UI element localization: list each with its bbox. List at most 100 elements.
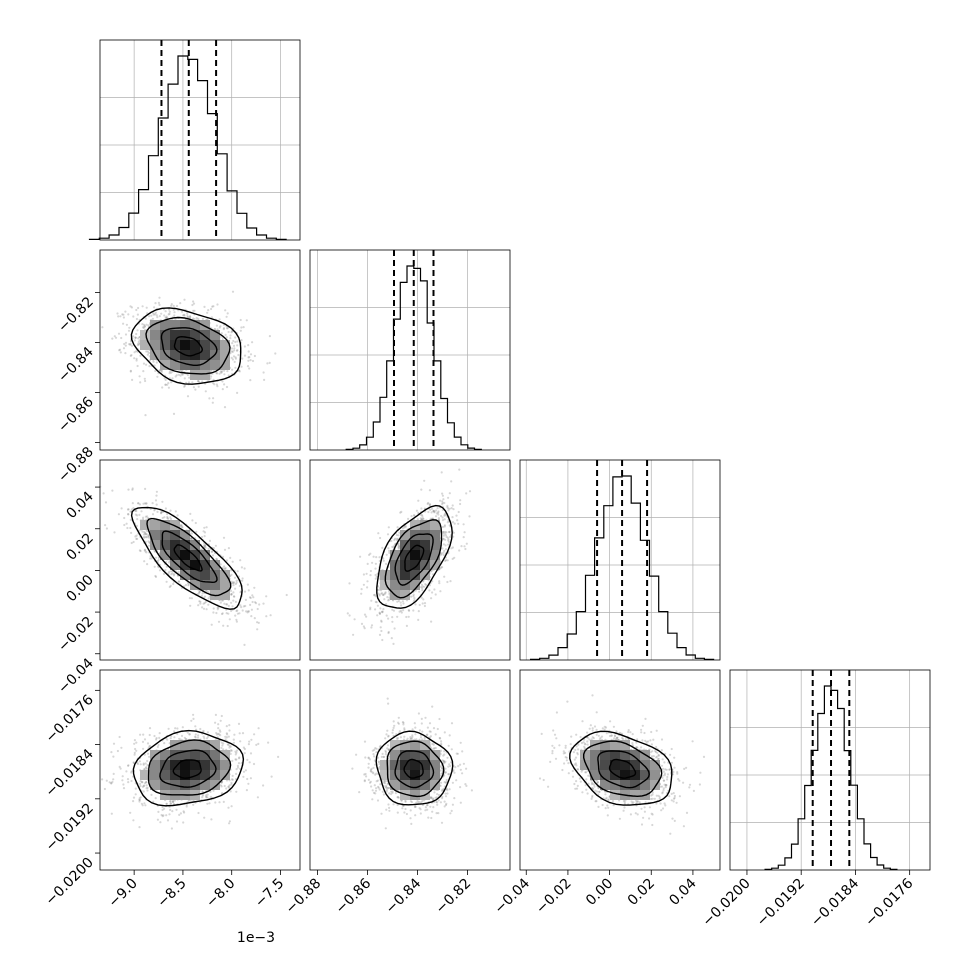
scatter-point xyxy=(145,306,148,309)
scatter-point xyxy=(112,772,115,776)
scatter-point xyxy=(134,336,137,339)
scatter-point xyxy=(176,727,179,730)
scatter-point xyxy=(450,480,453,483)
scatter-point xyxy=(200,535,204,539)
scatter-point xyxy=(388,549,391,553)
scatter-point xyxy=(247,610,251,613)
scatter-point xyxy=(112,755,115,758)
scatter-point xyxy=(190,532,193,535)
scatter-point xyxy=(427,510,430,514)
scatter-point xyxy=(151,513,155,516)
density-cell xyxy=(210,360,220,370)
scatter-point xyxy=(438,580,441,583)
density-cell xyxy=(420,530,430,540)
scatter-point xyxy=(234,614,237,617)
scatter-point xyxy=(152,312,155,315)
scatter-point xyxy=(244,598,247,602)
scatter-point xyxy=(227,806,230,809)
scatter-point xyxy=(171,810,174,813)
scatter-point xyxy=(168,370,171,373)
scatter-point xyxy=(375,556,378,559)
scatter-point xyxy=(231,290,235,293)
scatter-point xyxy=(136,313,139,316)
scatter-point xyxy=(160,370,163,373)
scatter-point xyxy=(241,577,244,580)
scatter-point xyxy=(143,323,146,326)
scatter-point xyxy=(464,547,467,551)
scatter-point xyxy=(243,345,246,348)
panel-2d-1-2 xyxy=(309,459,511,661)
scatter-point xyxy=(127,329,131,332)
scatter-point xyxy=(232,584,235,587)
density-cell xyxy=(400,530,410,540)
scatter-point xyxy=(208,397,211,400)
scatter-point xyxy=(207,603,210,606)
density-cell xyxy=(410,560,420,570)
scatter-point xyxy=(417,610,420,613)
scatter-point xyxy=(240,365,243,368)
scatter-point xyxy=(229,556,232,560)
scatter-point xyxy=(457,522,460,525)
density-cell xyxy=(200,370,210,380)
scatter-point xyxy=(171,377,174,380)
scatter-point xyxy=(134,336,137,339)
scatter-point xyxy=(443,501,446,505)
scatter-point xyxy=(124,344,127,347)
scatter-point xyxy=(144,550,147,553)
scatter-point xyxy=(197,811,200,815)
scatter-point xyxy=(234,336,237,339)
scatter-point xyxy=(187,381,191,384)
scatter-point xyxy=(423,479,426,482)
scatter-point xyxy=(224,333,227,336)
scatter-point xyxy=(191,519,194,522)
scatter-point xyxy=(165,580,168,583)
scatter-point xyxy=(216,303,219,306)
scatter-point xyxy=(155,490,158,493)
scatter-point xyxy=(391,620,394,623)
density-cell xyxy=(220,590,230,600)
scatter-point xyxy=(225,787,228,790)
scatter-point xyxy=(135,308,138,312)
scatter-point xyxy=(105,527,108,530)
scatter-point xyxy=(433,588,436,591)
scatter-point xyxy=(468,490,472,493)
scatter-point xyxy=(150,314,153,317)
scatter-point xyxy=(223,369,226,372)
scatter-point xyxy=(412,514,416,517)
scatter-point xyxy=(210,307,213,311)
scatter-point xyxy=(234,357,237,360)
scatter-point xyxy=(121,775,124,778)
scatter-point xyxy=(227,374,230,377)
scatter-point xyxy=(164,316,167,319)
scatter-point xyxy=(252,596,255,599)
scatter-point xyxy=(155,314,158,317)
scatter-point xyxy=(215,383,218,386)
scatter-point xyxy=(386,596,389,599)
scatter-point xyxy=(412,609,415,612)
scatter-point xyxy=(143,560,146,563)
scatter-point xyxy=(370,599,373,602)
scatter-point xyxy=(138,826,141,829)
scatter-point xyxy=(231,358,234,361)
density-cell xyxy=(150,320,160,330)
scatter-point xyxy=(112,778,115,781)
scatter-point xyxy=(226,370,229,373)
scatter-point xyxy=(158,569,162,572)
scatter-point xyxy=(177,570,180,573)
scatter-point xyxy=(234,587,237,590)
scatter-point xyxy=(442,543,445,546)
scatter-point xyxy=(162,572,166,576)
scatter-point xyxy=(203,737,206,740)
scatter-point xyxy=(246,777,249,781)
scatter-point xyxy=(232,344,236,347)
scatter-point xyxy=(189,315,192,318)
scatter-point xyxy=(232,591,235,594)
scatter-point xyxy=(156,818,159,821)
scatter-point xyxy=(218,318,221,321)
scatter-point xyxy=(164,378,167,381)
scatter-point xyxy=(230,593,233,596)
scatter-point xyxy=(165,316,168,320)
scatter-point xyxy=(359,555,362,558)
scatter-point xyxy=(157,301,160,304)
scatter-point xyxy=(212,378,215,381)
